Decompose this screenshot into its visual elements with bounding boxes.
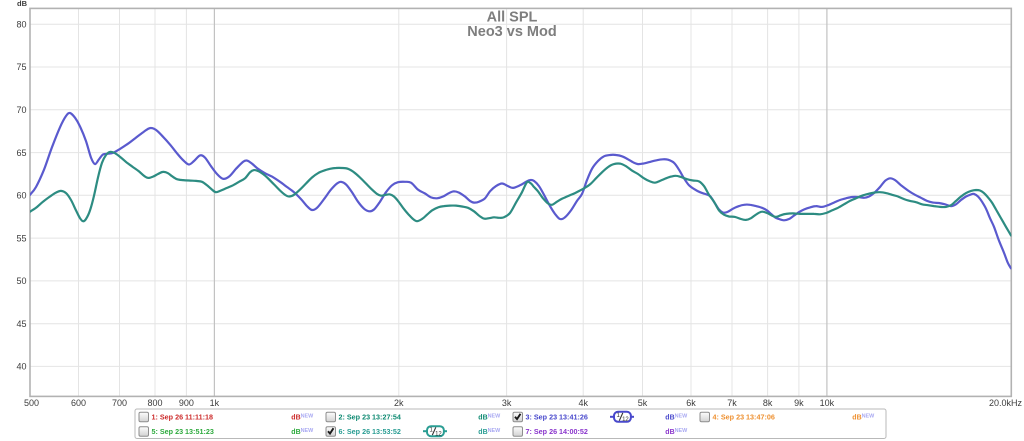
svg-text:600: 600 bbox=[71, 398, 86, 408]
svg-text:800: 800 bbox=[147, 398, 162, 408]
svg-text:All SPL: All SPL bbox=[487, 10, 538, 26]
svg-text:700: 700 bbox=[112, 398, 127, 408]
svg-text:9k: 9k bbox=[794, 398, 804, 408]
svg-text:dB: dB bbox=[665, 415, 674, 422]
svg-text:6: Sep 26 13:53:52: 6: Sep 26 13:53:52 bbox=[339, 427, 401, 436]
svg-text:dB: dB bbox=[291, 415, 300, 422]
svg-text:2: Sep 23 13:27:54: 2: Sep 23 13:27:54 bbox=[339, 413, 401, 422]
svg-text:40: 40 bbox=[16, 362, 26, 372]
svg-text:NEW: NEW bbox=[301, 413, 314, 419]
svg-text:5k: 5k bbox=[638, 398, 648, 408]
svg-text:1: 1 bbox=[617, 413, 621, 419]
svg-text:dB: dB bbox=[478, 415, 487, 422]
svg-text:NEW: NEW bbox=[675, 428, 688, 434]
svg-text:20.0kHz: 20.0kHz bbox=[989, 398, 1023, 408]
svg-text:NEW: NEW bbox=[301, 428, 314, 434]
svg-text:5: Sep 23 13:51:23: 5: Sep 23 13:51:23 bbox=[152, 427, 214, 436]
svg-text:45: 45 bbox=[16, 319, 26, 329]
svg-text:65: 65 bbox=[16, 148, 26, 158]
svg-text:7k: 7k bbox=[727, 398, 737, 408]
svg-text:2k: 2k bbox=[394, 398, 404, 408]
svg-text:900: 900 bbox=[179, 398, 194, 408]
svg-text:7: Sep 26 14:00:52: 7: Sep 26 14:00:52 bbox=[526, 427, 588, 436]
svg-text:50: 50 bbox=[16, 276, 26, 286]
svg-text:4k: 4k bbox=[578, 398, 588, 408]
svg-text:55: 55 bbox=[16, 233, 26, 243]
svg-text:70: 70 bbox=[16, 105, 26, 115]
svg-text:6k: 6k bbox=[686, 398, 696, 408]
svg-text:1: 1 bbox=[430, 427, 434, 433]
svg-text:8k: 8k bbox=[763, 398, 773, 408]
svg-text:10k: 10k bbox=[820, 398, 835, 408]
svg-text:80: 80 bbox=[16, 19, 26, 29]
svg-text:NEW: NEW bbox=[862, 413, 875, 419]
svg-text:dB: dB bbox=[291, 429, 300, 436]
svg-text:NEW: NEW bbox=[675, 413, 688, 419]
svg-text:dB: dB bbox=[478, 429, 487, 436]
svg-text:3k: 3k bbox=[502, 398, 512, 408]
svg-text:dB: dB bbox=[852, 415, 861, 422]
svg-text:500: 500 bbox=[24, 398, 39, 408]
svg-text:NEW: NEW bbox=[488, 413, 501, 419]
svg-text:12: 12 bbox=[435, 431, 442, 437]
svg-text:1k: 1k bbox=[210, 398, 220, 408]
svg-text:Neo3 vs Mod: Neo3 vs Mod bbox=[467, 24, 556, 40]
svg-text:NEW: NEW bbox=[488, 428, 501, 434]
svg-text:dB: dB bbox=[17, 0, 28, 8]
svg-text:4: Sep 23 13:47:06: 4: Sep 23 13:47:06 bbox=[713, 413, 775, 422]
svg-text:60: 60 bbox=[16, 191, 26, 201]
svg-text:dB: dB bbox=[665, 429, 674, 436]
svg-text:1: Sep 26 11:11:18: 1: Sep 26 11:11:18 bbox=[152, 413, 214, 422]
svg-text:12: 12 bbox=[622, 417, 629, 423]
svg-text:75: 75 bbox=[16, 62, 26, 72]
svg-text:3: Sep 23 13:41:26: 3: Sep 23 13:41:26 bbox=[526, 413, 588, 422]
